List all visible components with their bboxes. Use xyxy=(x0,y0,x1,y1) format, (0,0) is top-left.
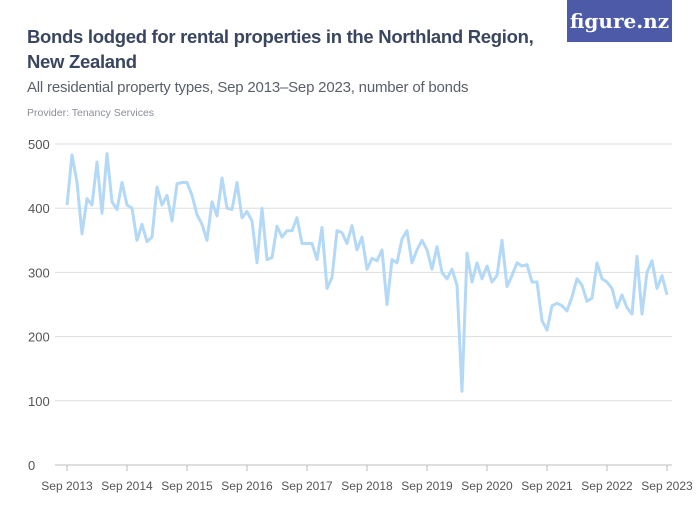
provider-label: Provider: Tenancy Services xyxy=(27,107,155,119)
x-tick-label: Sep 2013 xyxy=(41,479,93,493)
x-tick-label: Sep 2023 xyxy=(641,479,693,493)
x-tick-label: Sep 2015 xyxy=(161,479,213,493)
y-tick-label: 200 xyxy=(28,330,50,345)
x-tick-label: Sep 2018 xyxy=(341,479,393,493)
x-tick-label: Sep 2014 xyxy=(101,479,153,493)
y-tick-label: 0 xyxy=(28,458,35,473)
x-tick-label: Sep 2016 xyxy=(221,479,273,493)
y-tick-label: 300 xyxy=(28,265,50,280)
figure-nz-logo[interactable]: figure.nz xyxy=(567,0,672,42)
x-tick-label: Sep 2022 xyxy=(581,479,633,493)
y-tick-label: 400 xyxy=(28,201,50,216)
x-tick-label: Sep 2019 xyxy=(401,479,453,493)
x-tick-label: Sep 2020 xyxy=(461,479,513,493)
chart-title: Bonds lodged for rental properties in th… xyxy=(27,26,534,72)
y-tick-label: 500 xyxy=(28,137,50,152)
x-tick-label: Sep 2021 xyxy=(521,479,573,493)
chart-subtitle: All residential property types, Sep 2013… xyxy=(27,79,469,96)
y-tick-label: 100 xyxy=(28,394,50,409)
series-line xyxy=(65,152,669,393)
x-tick-label: Sep 2017 xyxy=(281,479,333,493)
